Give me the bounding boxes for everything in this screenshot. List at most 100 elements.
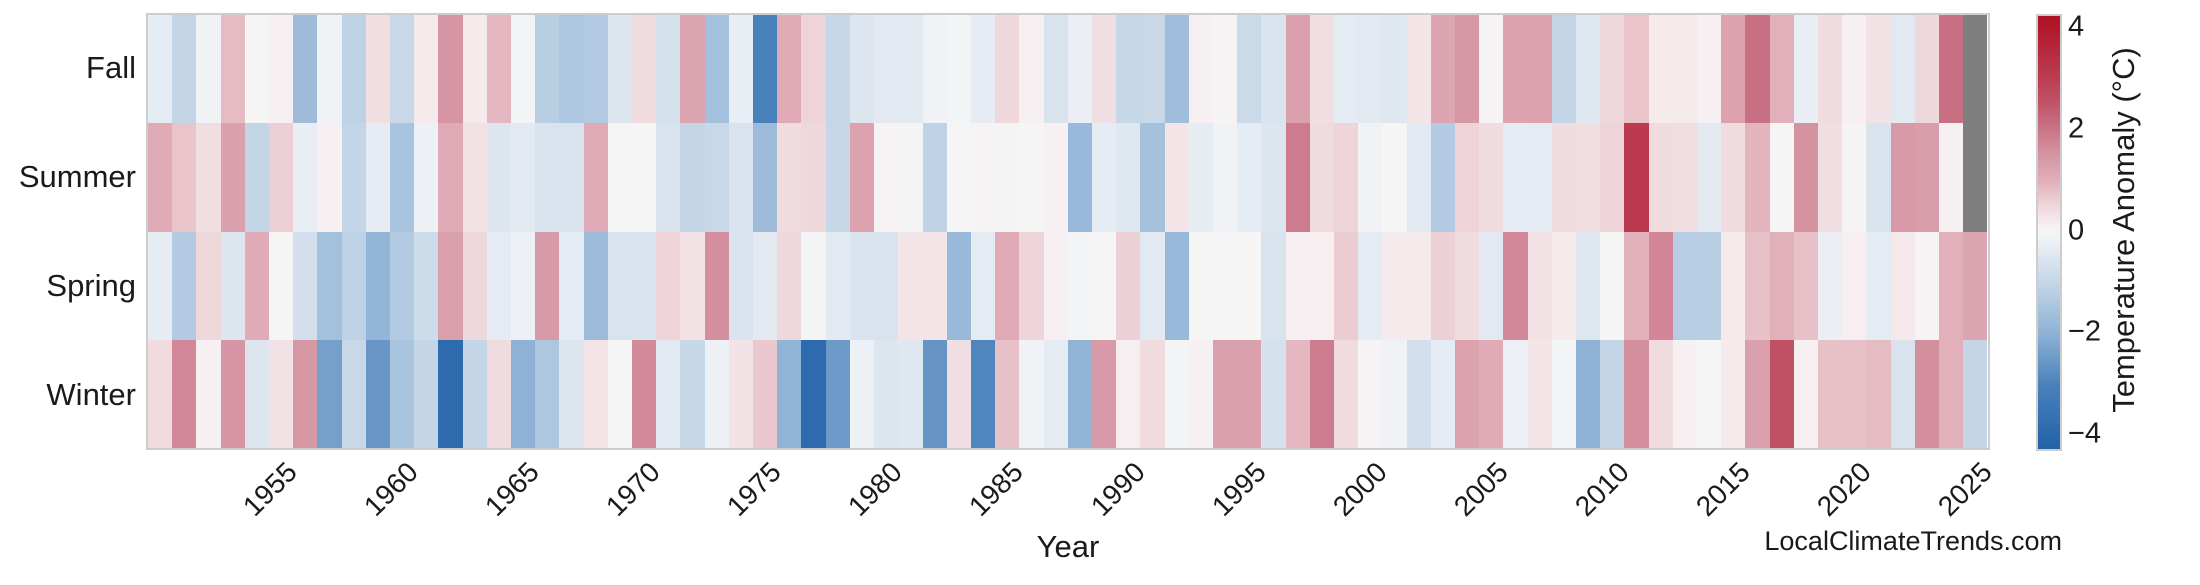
heatmap-cell — [1091, 231, 1117, 340]
x-axis-title: Year — [1036, 529, 1100, 564]
heatmap-cell — [390, 123, 415, 232]
heatmap-cell — [1842, 15, 1867, 124]
heatmap-cell — [1116, 15, 1141, 124]
heatmap-cell — [1309, 339, 1334, 448]
heatmap-cell — [1648, 123, 1673, 232]
heatmap-cell — [220, 231, 245, 340]
heatmap-cell — [1406, 231, 1431, 340]
heatmap-plot-area — [146, 13, 1990, 450]
heatmap-cell — [559, 339, 584, 448]
heatmap-cell — [849, 123, 875, 232]
heatmap-cell — [1793, 339, 1819, 448]
heatmap-cell — [1745, 231, 1770, 340]
heatmap-cell — [632, 231, 657, 340]
heatmap-cell — [148, 15, 173, 124]
row-label-spring: Spring — [46, 268, 136, 304]
heatmap-cell — [1479, 15, 1504, 124]
heatmap-cell — [535, 15, 560, 124]
heatmap-cell — [438, 15, 463, 124]
heatmap-cell — [922, 231, 947, 340]
heatmap-cell — [898, 15, 923, 124]
colorbar-tick-label: 0 — [2068, 214, 2085, 246]
colorbar-tick-label: 2 — [2068, 112, 2085, 145]
heatmap-cell — [462, 339, 487, 448]
heatmap-cell — [1188, 339, 1213, 448]
colorbar-gradient — [2036, 14, 2062, 451]
heatmap-cell — [1406, 15, 1431, 124]
heatmap-cell — [1406, 123, 1431, 232]
heatmap-cell — [874, 231, 899, 340]
heatmap-cell — [511, 231, 536, 340]
heatmap-cell — [825, 15, 850, 124]
heatmap-cell — [293, 123, 318, 232]
heatmap-cell — [462, 123, 487, 232]
heatmap-cell — [995, 15, 1020, 124]
heatmap-cell — [801, 123, 826, 232]
heatmap-cell — [1600, 123, 1625, 232]
heatmap-cell — [414, 231, 439, 340]
heatmap-cell — [1575, 15, 1601, 124]
heatmap-cell — [1697, 339, 1722, 448]
heatmap-cell — [583, 231, 608, 340]
heatmap-cell — [898, 231, 923, 340]
heatmap-cell — [1769, 231, 1794, 340]
heatmap-cell — [1551, 15, 1576, 124]
heatmap-cell — [1164, 339, 1189, 448]
heatmap-cell — [220, 123, 245, 232]
heatmap-cell — [607, 15, 633, 124]
heatmap-cell — [1842, 231, 1867, 340]
heatmap-cell — [414, 123, 439, 232]
heatmap-cell — [1963, 123, 1988, 232]
heatmap-cell — [607, 339, 633, 448]
heatmap-cell — [970, 339, 996, 448]
heatmap-cell — [1430, 231, 1455, 340]
heatmap-cell — [1575, 339, 1601, 448]
heatmap-cell — [1358, 123, 1383, 232]
heatmap-cell — [269, 123, 294, 232]
heatmap-cell — [777, 231, 802, 340]
heatmap-cell — [1164, 231, 1189, 340]
heatmap-row-summer — [148, 123, 1988, 232]
heatmap-cell — [1503, 15, 1528, 124]
heatmap-cell — [1091, 123, 1117, 232]
heatmap-cell — [1963, 339, 1988, 448]
heatmap-cell — [1721, 231, 1746, 340]
heatmap-cell — [148, 123, 173, 232]
heatmap-cell — [1237, 339, 1262, 448]
heatmap-cell — [1358, 339, 1383, 448]
heatmap-cell — [486, 15, 512, 124]
heatmap-cell — [825, 231, 850, 340]
heatmap-cell — [728, 231, 754, 340]
heatmap-cell — [244, 15, 270, 124]
heatmap-cell — [1454, 231, 1480, 340]
heatmap-cell — [1890, 231, 1915, 340]
heatmap-cell — [801, 15, 826, 124]
heatmap-cell — [1237, 123, 1262, 232]
heatmap-cell — [148, 339, 173, 448]
heatmap-cell — [1237, 15, 1262, 124]
heatmap-cell — [1067, 231, 1092, 340]
heatmap-cell — [1624, 231, 1649, 340]
heatmap-cell — [1358, 15, 1383, 124]
heatmap-cell — [1067, 339, 1092, 448]
heatmap-cell — [1939, 231, 1964, 340]
heatmap-cell — [1019, 123, 1044, 232]
heatmap-cell — [293, 231, 318, 340]
heatmap-cell — [1188, 15, 1213, 124]
heatmap-cell — [922, 123, 947, 232]
heatmap-cell — [1454, 15, 1480, 124]
heatmap-cell — [1285, 123, 1310, 232]
heatmap-cell — [1745, 339, 1770, 448]
heatmap-cell — [970, 123, 996, 232]
heatmap-cell — [1430, 15, 1455, 124]
heatmap-cell — [1285, 339, 1310, 448]
heatmap-cell — [656, 231, 681, 340]
heatmap-cell — [220, 15, 245, 124]
heatmap-cell — [172, 231, 197, 340]
heatmap-cell — [995, 231, 1020, 340]
heatmap-cell — [680, 231, 705, 340]
heatmap-cell — [1672, 123, 1697, 232]
heatmap-cell — [1261, 339, 1286, 448]
heatmap-cell — [486, 231, 512, 340]
